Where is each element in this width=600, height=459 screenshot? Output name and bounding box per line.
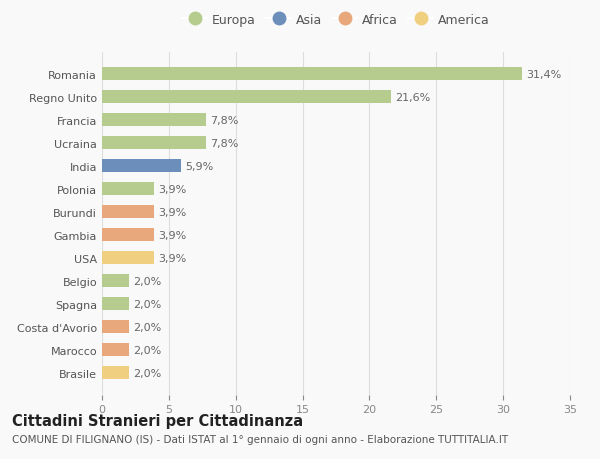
Bar bbox=[102, 367, 129, 379]
Text: 2,0%: 2,0% bbox=[133, 276, 161, 286]
Legend: Europa, Asia, Africa, America: Europa, Asia, Africa, America bbox=[179, 11, 493, 29]
Bar bbox=[102, 321, 129, 333]
Bar bbox=[102, 68, 522, 81]
Bar bbox=[102, 160, 181, 173]
Text: 2,0%: 2,0% bbox=[133, 299, 161, 309]
Bar bbox=[102, 206, 154, 218]
Bar bbox=[102, 275, 129, 287]
Text: 7,8%: 7,8% bbox=[211, 139, 239, 148]
Bar bbox=[102, 252, 154, 264]
Bar bbox=[102, 183, 154, 196]
Bar bbox=[102, 137, 206, 150]
Text: 2,0%: 2,0% bbox=[133, 322, 161, 332]
Text: 3,9%: 3,9% bbox=[158, 230, 187, 240]
Text: 2,0%: 2,0% bbox=[133, 345, 161, 355]
Text: 7,8%: 7,8% bbox=[211, 116, 239, 125]
Bar bbox=[102, 114, 206, 127]
Text: COMUNE DI FILIGNANO (IS) - Dati ISTAT al 1° gennaio di ogni anno - Elaborazione : COMUNE DI FILIGNANO (IS) - Dati ISTAT al… bbox=[12, 434, 508, 444]
Bar bbox=[102, 91, 391, 104]
Text: 31,4%: 31,4% bbox=[526, 70, 561, 79]
Text: Cittadini Stranieri per Cittadinanza: Cittadini Stranieri per Cittadinanza bbox=[12, 413, 303, 428]
Text: 3,9%: 3,9% bbox=[158, 207, 187, 217]
Text: 21,6%: 21,6% bbox=[395, 93, 430, 102]
Bar bbox=[102, 344, 129, 356]
Text: 2,0%: 2,0% bbox=[133, 368, 161, 378]
Bar bbox=[102, 229, 154, 241]
Bar bbox=[102, 298, 129, 310]
Text: 5,9%: 5,9% bbox=[185, 162, 213, 171]
Text: 3,9%: 3,9% bbox=[158, 253, 187, 263]
Text: 3,9%: 3,9% bbox=[158, 185, 187, 194]
